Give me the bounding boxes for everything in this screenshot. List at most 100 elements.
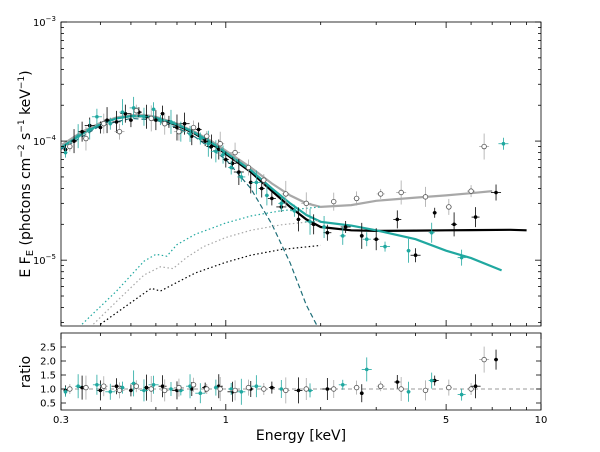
- spectrum-data-point: [452, 222, 456, 227]
- ratio-data-point: [446, 384, 452, 391]
- ratio-data-point: [239, 390, 244, 394]
- spectrum-data-point: [422, 194, 429, 200]
- ratio-data-point: [270, 385, 274, 390]
- spectrum-data-point: [230, 161, 235, 166]
- spectrum-data-point: [151, 107, 156, 112]
- spectrum-data-point: [76, 134, 80, 138]
- spectrum-data-point: [196, 127, 201, 132]
- ratio-data-point: [279, 387, 284, 391]
- spectrum-model-line-teal: [61, 114, 503, 272]
- spectrum-data-point: [501, 141, 506, 146]
- ratio-data-point: [204, 386, 210, 392]
- ratio-data-point: [114, 384, 119, 389]
- spectrum-data-point: [406, 248, 411, 253]
- x-tick-label: 1: [223, 415, 229, 426]
- spectrum-data-point: [204, 133, 210, 139]
- x-tick-label: 10: [535, 415, 548, 426]
- ratio-data-point: [217, 386, 223, 392]
- ratio-data-point: [459, 392, 464, 397]
- spectrum-data-point: [270, 196, 274, 201]
- spectrum-data-point: [182, 121, 187, 126]
- ratio-data-point: [340, 383, 345, 387]
- ratio-data-point: [80, 385, 84, 390]
- spectrum-data-point: [311, 222, 316, 227]
- spectrum-panel: 10−5 10−4 10−3: [33, 15, 542, 327]
- spectrum-data-point: [308, 219, 312, 224]
- spectrum-data-point: [331, 198, 337, 205]
- spectrum-data-point: [364, 237, 369, 241]
- ratio-data-point: [303, 386, 309, 392]
- spectrum-data-point: [154, 118, 158, 122]
- spectrum-data-point: [221, 152, 225, 157]
- spectrum-data-point: [188, 132, 192, 136]
- spectrum-data-point: [459, 255, 464, 260]
- spectrum-data-point: [413, 253, 418, 258]
- spectrum-data-point: [265, 193, 269, 198]
- ratio-data-point: [95, 383, 99, 387]
- spectrum-component-dashed-dark_teal: [61, 117, 318, 326]
- spectrum-data-point: [83, 135, 89, 142]
- spectrum-data-point: [214, 149, 218, 154]
- ratio-data-point: [395, 380, 400, 384]
- ratio-data-point: [67, 386, 73, 392]
- ratio-y-tick-label: 1.0: [40, 385, 56, 396]
- spectrum-data-point: [120, 110, 125, 114]
- spectrum-data-point: [395, 217, 400, 222]
- spectrum-data-point: [176, 128, 182, 135]
- spectrum-data-point: [203, 139, 207, 143]
- ratio-data-point: [364, 367, 369, 372]
- spectrum-data-point: [432, 210, 437, 215]
- ratio-data-point: [308, 388, 312, 393]
- spectrum-data-point: [377, 191, 384, 197]
- spectrum-component-dotted-teal: [81, 206, 321, 325]
- ratio-data-point: [377, 383, 384, 389]
- ratio-data-point: [245, 384, 252, 391]
- spectrum-data-point: [353, 195, 360, 202]
- spectrum-data-point: [216, 147, 221, 152]
- ratio-data-point: [429, 378, 434, 383]
- ratio-y-axis-label: ratio: [18, 356, 34, 388]
- ratio-y-tick-label: 2.0: [40, 357, 56, 368]
- spectrum-data-point: [239, 175, 244, 179]
- spectrum-data-point: [190, 124, 197, 131]
- ratio-data-point: [406, 390, 411, 394]
- ratio-data-point: [494, 357, 498, 362]
- spectrum-data-point: [261, 177, 267, 183]
- spectrum-data-point: [142, 114, 146, 119]
- x-tick-label: 0.3: [53, 415, 69, 426]
- x-tick-label: 5: [443, 415, 449, 426]
- ratio-data-point: [176, 384, 182, 391]
- spectrum-data-point: [468, 188, 474, 194]
- spectrum-data-point: [340, 234, 345, 238]
- ratio-frame: [60, 332, 542, 411]
- spectrum-data-point: [429, 230, 434, 235]
- y-tick-label: 10−5: [33, 253, 56, 267]
- ratio-data-point: [63, 390, 68, 394]
- spectrum-data-point: [383, 244, 387, 249]
- spectrum-plot-area: [61, 96, 527, 326]
- spectrum-data-point: [133, 107, 139, 114]
- spectrum-data-point: [98, 125, 103, 130]
- ratio-data-point: [189, 387, 194, 391]
- spectrum-data-point: [296, 217, 301, 222]
- spectrum-data-point: [116, 128, 123, 135]
- ratio-data-point: [148, 386, 154, 392]
- spectrum-data-point: [158, 118, 163, 122]
- spectrum-data-point: [217, 141, 223, 147]
- x-axis-label: Energy [keV]: [256, 428, 346, 444]
- spectrum-data-point: [245, 164, 252, 171]
- spectrum-data-point: [254, 180, 259, 185]
- ratio-data-point: [144, 385, 149, 390]
- spectrum-data-point: [160, 111, 165, 116]
- ratio-data-point: [432, 378, 437, 383]
- ratio-data-point: [76, 384, 80, 389]
- spectrum-data-point: [72, 139, 76, 143]
- spectrum-data-point: [283, 191, 289, 197]
- spectrum-data-point: [224, 157, 228, 162]
- spectrum-data-point: [481, 143, 487, 150]
- spectrum-data-point: [87, 127, 92, 132]
- ratio-data-point: [214, 385, 218, 390]
- ratio-data-point: [190, 382, 197, 388]
- spectrum-data-point: [198, 136, 203, 141]
- spectrum-data-point: [148, 115, 154, 122]
